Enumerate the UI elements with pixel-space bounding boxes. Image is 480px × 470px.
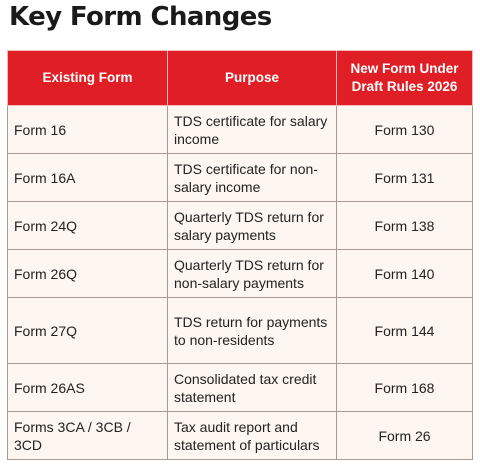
table-row: Form 16 TDS certificate for salary incom… [7,105,473,154]
existing-form-cell: Form 24Q [7,201,168,250]
table-row: Form 27Q TDS return for payments to non-… [7,297,473,364]
page-title: Key Form Changes [9,2,272,32]
table-header-row: Existing Form Purpose New Form Under Dra… [7,50,473,106]
purpose-cell: Tax audit report and statement of partic… [167,411,337,460]
new-form-cell: Form 26 [336,411,473,460]
new-form-cell: Form 130 [336,105,473,154]
column-header-existing-form: Existing Form [7,50,168,106]
table-row: Form 26Q Quarterly TDS return for non-sa… [7,249,473,298]
form-changes-table: Existing Form Purpose New Form Under Dra… [7,50,473,460]
existing-form-cell: Form 16A [7,153,168,202]
column-header-new-form: New Form Under Draft Rules 2026 [336,50,473,106]
new-form-cell: Form 168 [336,363,473,412]
purpose-cell: TDS return for payments to non-residents [167,297,337,364]
purpose-cell: Quarterly TDS return for non-salary paym… [167,249,337,298]
table-row: Form 16A TDS certificate for non-salary … [7,153,473,202]
purpose-cell: Quarterly TDS return for salary payments [167,201,337,250]
new-form-cell: Form 140 [336,249,473,298]
existing-form-cell: Form 26Q [7,249,168,298]
new-form-cell: Form 131 [336,153,473,202]
column-header-purpose: Purpose [167,50,337,106]
existing-form-cell: Form 16 [7,105,168,154]
table-row: Form 24Q Quarterly TDS return for salary… [7,201,473,250]
purpose-cell: Consolidated tax credit statement [167,363,337,412]
new-form-cell: Form 144 [336,297,473,364]
existing-form-cell: Forms 3CA / 3CB / 3CD [7,411,168,460]
table-row: Form 26AS Consolidated tax credit statem… [7,363,473,412]
new-form-cell: Form 138 [336,201,473,250]
purpose-cell: TDS certificate for non-salary income [167,153,337,202]
purpose-cell: TDS certificate for salary income [167,105,337,154]
existing-form-cell: Form 27Q [7,297,168,364]
existing-form-cell: Form 26AS [7,363,168,412]
table-row: Forms 3CA / 3CB / 3CD Tax audit report a… [7,411,473,460]
